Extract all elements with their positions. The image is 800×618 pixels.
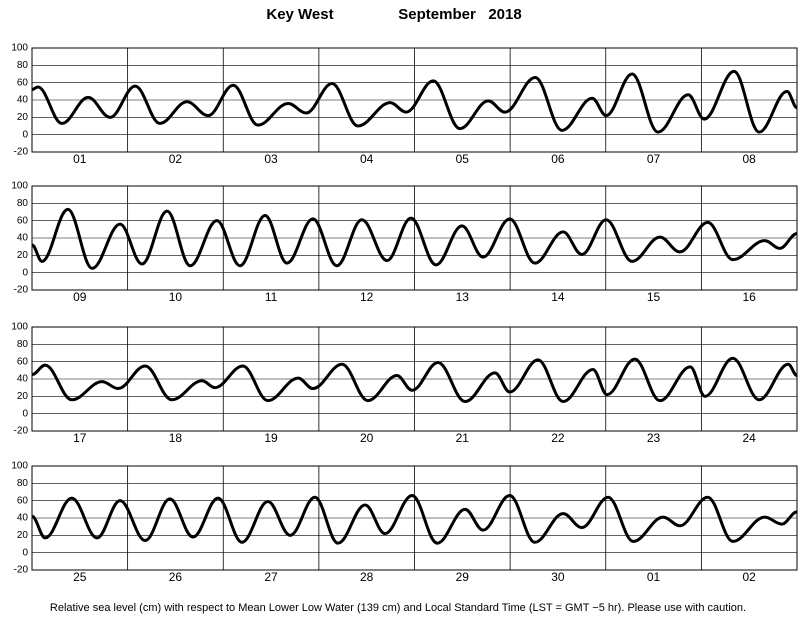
day-label: 04 — [360, 152, 374, 166]
day-label: 21 — [456, 431, 470, 445]
plot-frame — [31, 47, 798, 153]
day-label: 16 — [743, 290, 757, 304]
plot-frame — [31, 326, 798, 432]
day-label: 02 — [743, 570, 757, 584]
y-tick-label: 20 — [17, 250, 29, 261]
y-tick-label: 60 — [17, 215, 29, 226]
tide-line — [31, 356, 798, 404]
chart-subtitle: September 2018 — [398, 6, 521, 23]
day-label: 20 — [360, 431, 374, 445]
day-label: 27 — [264, 570, 278, 584]
y-tick-label: 40 — [17, 374, 29, 385]
plot-frame — [31, 185, 798, 291]
y-tick-label: 0 — [22, 129, 28, 140]
y-tick-label: -20 — [14, 147, 29, 158]
day-label: 26 — [169, 570, 183, 584]
day-label: 17 — [73, 431, 87, 445]
y-tick-label: 60 — [17, 77, 29, 88]
y-tick-label: 80 — [17, 478, 29, 489]
y-tick-label: 100 — [11, 181, 28, 192]
day-label: 10 — [169, 290, 183, 304]
y-tick-label: -20 — [14, 426, 29, 437]
y-tick-label: 100 — [11, 43, 28, 54]
day-label: 09 — [73, 290, 87, 304]
tide-line — [31, 207, 798, 270]
y-tick-label: 20 — [17, 530, 29, 541]
y-tick-label: 60 — [17, 356, 29, 367]
y-tick-label: 0 — [22, 267, 28, 278]
day-label: 03 — [264, 152, 278, 166]
day-label: 02 — [169, 152, 183, 166]
day-label: 19 — [264, 431, 278, 445]
day-label: 05 — [456, 152, 470, 166]
day-label: 25 — [73, 570, 87, 584]
day-label: 30 — [551, 570, 565, 584]
y-tick-label: 40 — [17, 513, 29, 524]
tide-line — [31, 493, 798, 545]
day-label: 15 — [647, 290, 661, 304]
y-tick-label: 100 — [11, 461, 28, 472]
footnote: Relative sea level (cm) with respect to … — [50, 602, 746, 614]
y-tick-label: 80 — [17, 198, 29, 209]
y-tick-label: 80 — [17, 339, 29, 350]
y-tick-label: 20 — [17, 112, 29, 123]
y-tick-label: 80 — [17, 60, 29, 71]
day-label: 22 — [551, 431, 565, 445]
day-label: 12 — [360, 290, 374, 304]
day-label: 01 — [647, 570, 661, 584]
day-label: 06 — [551, 152, 565, 166]
y-tick-label: 60 — [17, 495, 29, 506]
day-label: 13 — [456, 290, 470, 304]
day-label: 07 — [647, 152, 661, 166]
y-tick-label: 100 — [11, 322, 28, 333]
day-label: 11 — [265, 290, 278, 304]
y-tick-label: 40 — [17, 233, 29, 244]
day-label: 29 — [456, 570, 470, 584]
day-label: 24 — [743, 431, 757, 445]
y-tick-label: 40 — [17, 95, 29, 106]
y-tick-label: 20 — [17, 391, 29, 402]
day-label: 08 — [743, 152, 757, 166]
day-label: 18 — [169, 431, 183, 445]
y-tick-label: 0 — [22, 408, 28, 419]
plot-frame — [31, 465, 798, 571]
y-tick-label: -20 — [14, 565, 29, 576]
y-tick-label: -20 — [14, 285, 29, 296]
chart-title: Key West — [266, 6, 333, 23]
y-tick-label: 0 — [22, 547, 28, 558]
day-label: 28 — [360, 570, 374, 584]
day-label: 14 — [551, 290, 565, 304]
tide-line — [31, 69, 798, 134]
day-label: 23 — [647, 431, 661, 445]
day-label: 01 — [73, 152, 87, 166]
